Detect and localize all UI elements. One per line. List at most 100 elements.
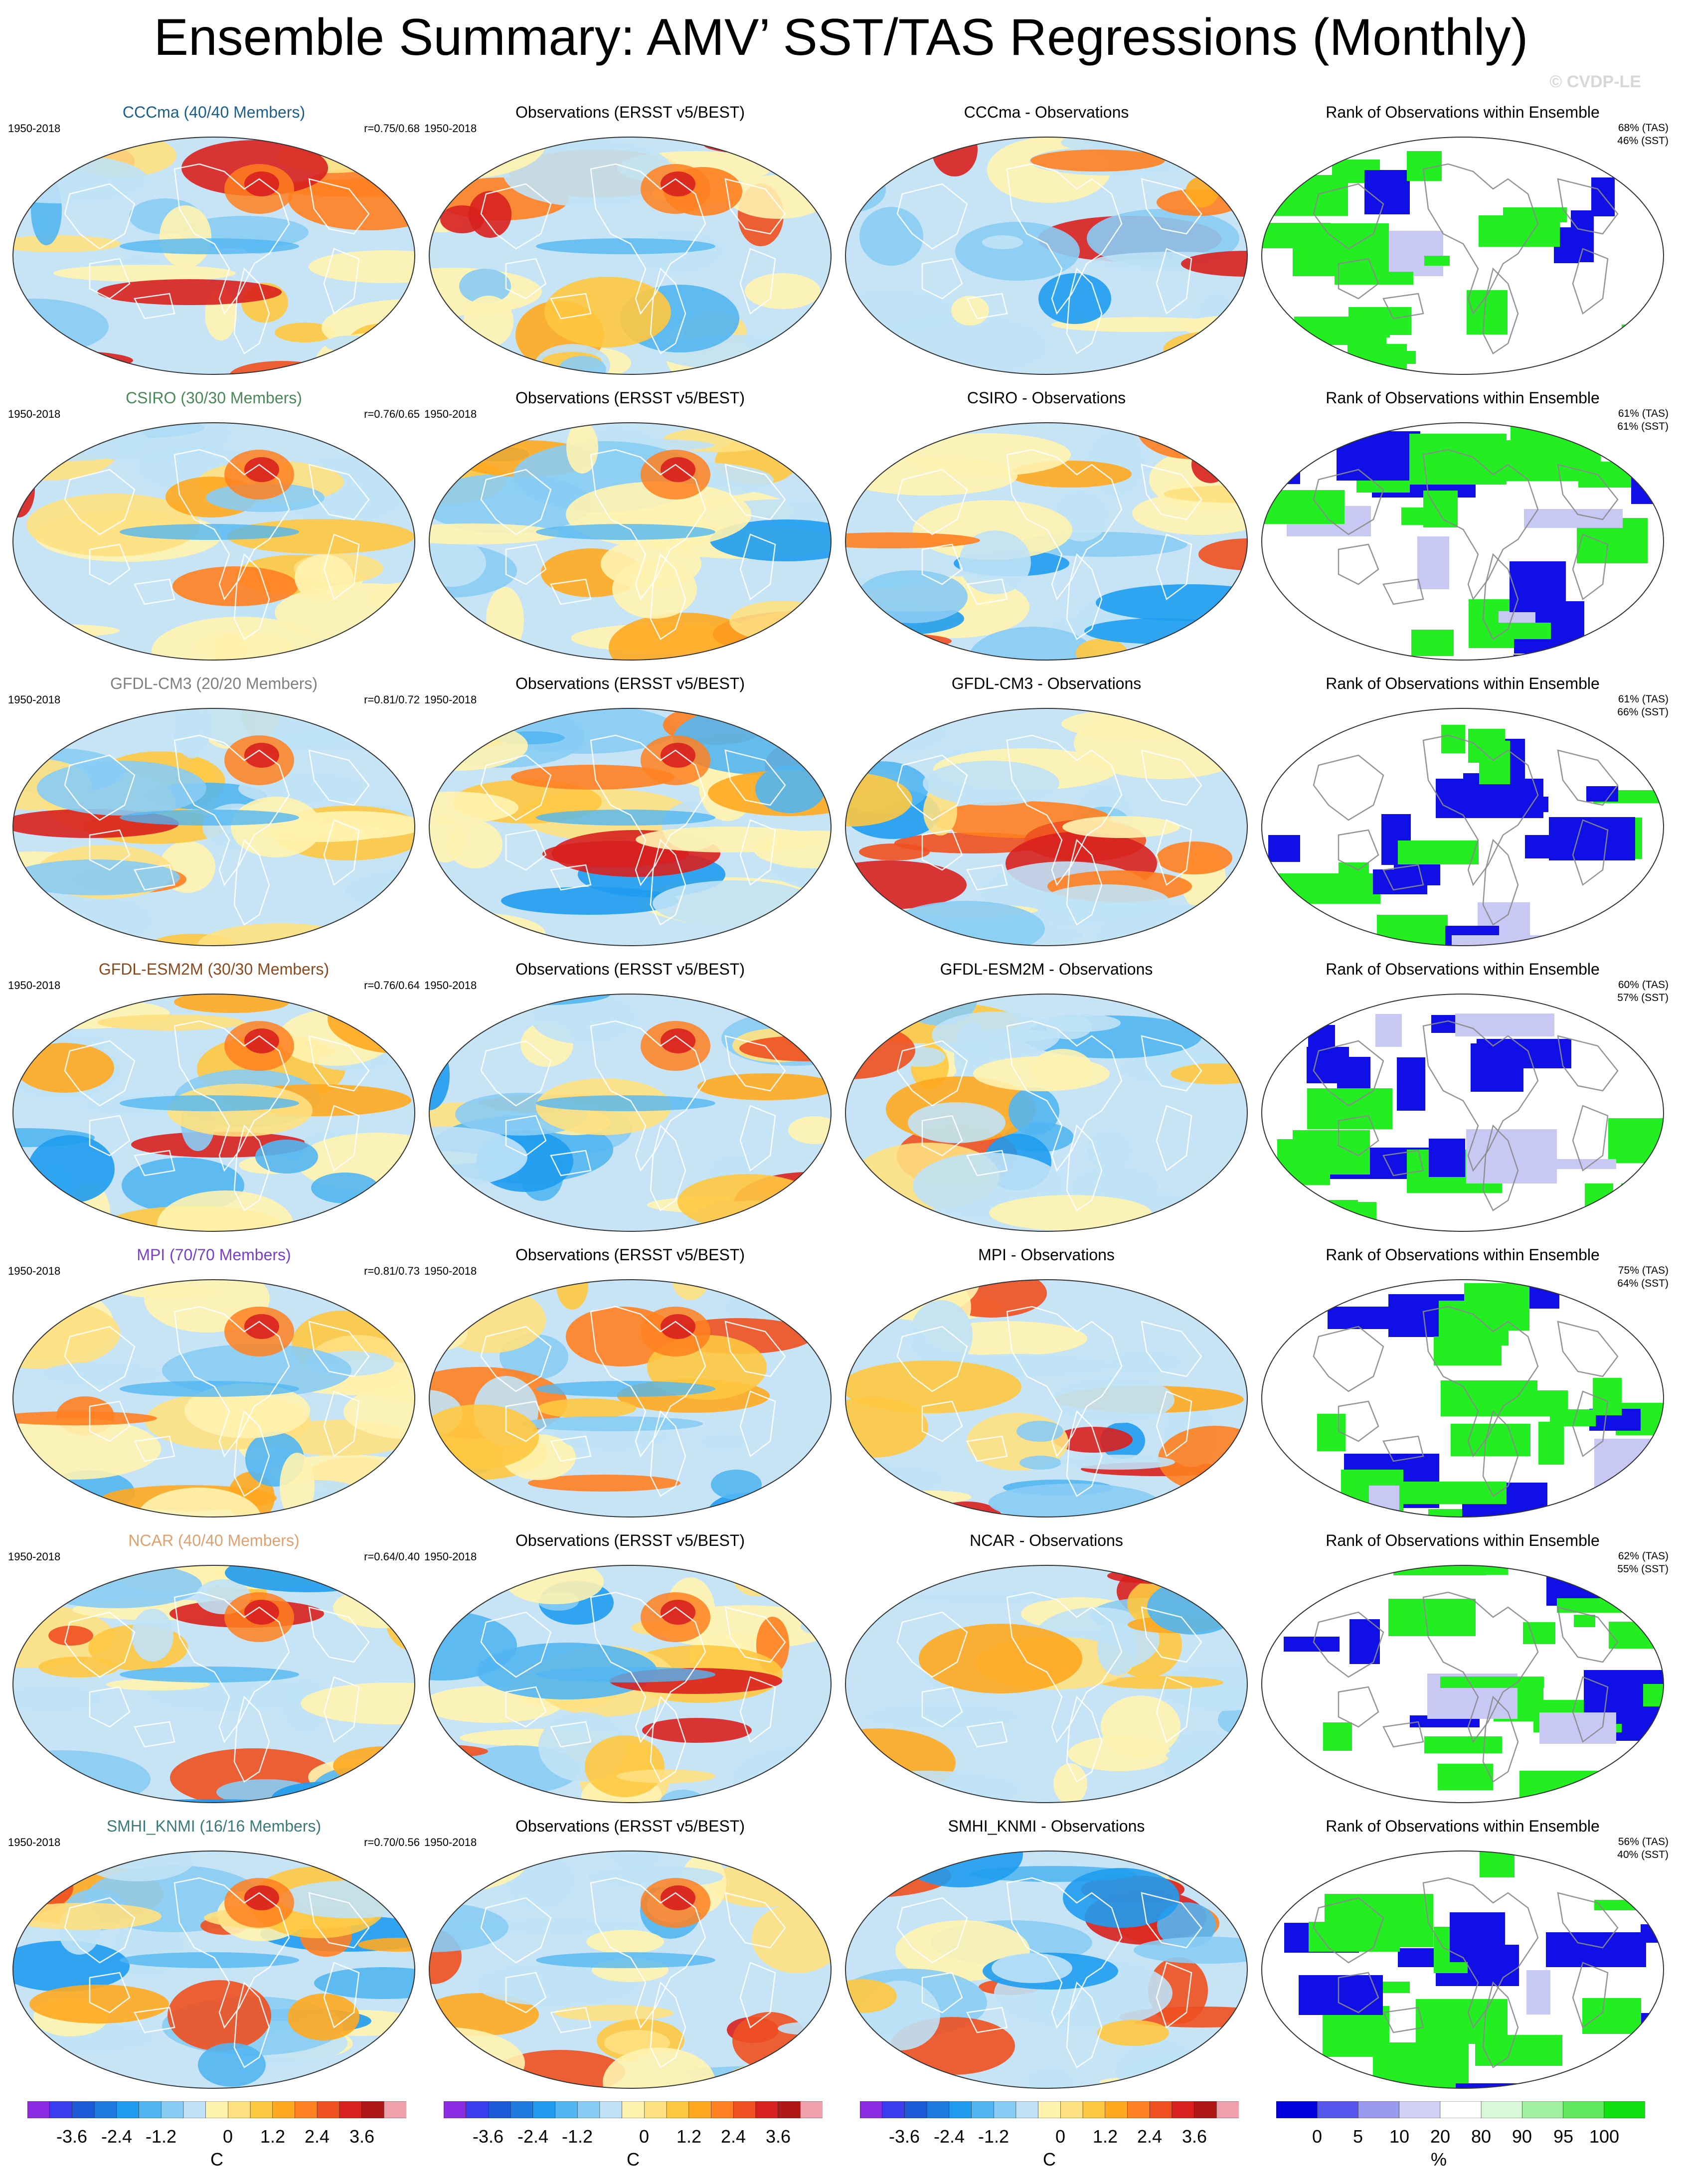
map-diff xyxy=(845,708,1248,946)
colorbar-swatch xyxy=(622,2101,645,2118)
copyright-watermark: © CVDP-LE xyxy=(1549,72,1641,91)
colorbar-swatch xyxy=(205,2101,229,2118)
panel-obs-row-6: Observations (ERSST v5/BEST) 1950-2018 xyxy=(421,1530,839,1815)
colorbar-tick-label: 2.4 xyxy=(304,2126,330,2147)
colorbar-swatch xyxy=(139,2101,162,2118)
map-diff xyxy=(845,422,1248,661)
panel-diff-row-7: SMHI_KNMI - Observations xyxy=(838,1816,1255,2100)
colorbar-swatch xyxy=(666,2101,689,2118)
period-label: 1950-2018 xyxy=(424,1836,477,1848)
panel-title: GFDL-ESM2M - Observations xyxy=(940,960,1153,978)
panel-obs-row-1: Observations (ERSST v5/BEST) 1950-2018 xyxy=(421,102,839,386)
colorbar-tick-label: -1.2 xyxy=(561,2126,593,2147)
colorbar-swatch xyxy=(272,2101,296,2118)
colorbar-tick-label: 0 xyxy=(222,2126,233,2147)
map-obs xyxy=(429,1279,832,1517)
colorbar-tick-label: 0 xyxy=(1312,2126,1323,2147)
colorbar-swatch xyxy=(555,2101,578,2118)
map-model xyxy=(12,994,415,1232)
colorbar-swatch xyxy=(72,2101,95,2118)
panel-title: Rank of Observations within Ensemble xyxy=(1326,1817,1600,1835)
colorbar-swatch xyxy=(688,2101,712,2118)
colorbar-swatch xyxy=(1317,2101,1359,2118)
period-label: 1950-2018 xyxy=(8,122,61,135)
map-model xyxy=(12,1279,415,1517)
rank-sst-percent: 66% (SST) xyxy=(1617,706,1669,718)
panel-rank-row-4: Rank of Observations within Ensemble 60% … xyxy=(1254,959,1672,1243)
period-label: 1950-2018 xyxy=(8,1550,61,1563)
colorbar-tick-label: 3.6 xyxy=(349,2126,375,2147)
colorbar-tick-label: 1.2 xyxy=(260,2126,286,2147)
colorbar-swatch xyxy=(1082,2101,1106,2118)
colorbar-temperature-2: -3.6 -2.4 -1.2 0 1.2 2.4 3.6 C xyxy=(444,2101,823,2170)
colorbar-swatch xyxy=(1105,2101,1128,2118)
panel-title: Rank of Observations within Ensemble xyxy=(1326,389,1600,407)
colorbar-swatch xyxy=(510,2101,533,2118)
panel-rank-row-1: Rank of Observations within Ensemble 68% … xyxy=(1254,102,1672,386)
map-obs xyxy=(429,1850,832,2089)
colorbar-tick-label: 90 xyxy=(1512,2126,1532,2147)
colorbar-unit: C xyxy=(627,2149,640,2170)
correlation-label: r=0.76/0.64 xyxy=(364,979,420,992)
colorbar-swatch xyxy=(1172,2101,1195,2118)
map-rank xyxy=(1261,1565,1664,1803)
colorbar-tick-label: 100 xyxy=(1589,2126,1620,2147)
map-diff xyxy=(845,994,1248,1232)
panel-title: Rank of Observations within Ensemble xyxy=(1326,103,1600,121)
panel-rank-row-2: Rank of Observations within Ensemble 61% … xyxy=(1254,388,1672,672)
rank-sst-percent: 46% (SST) xyxy=(1617,135,1669,147)
panel-title: CCCma (40/40 Members) xyxy=(122,103,306,121)
map-diff xyxy=(845,1850,1248,2089)
panel-title: Observations (ERSST v5/BEST) xyxy=(515,1246,745,1264)
panel-title: Observations (ERSST v5/BEST) xyxy=(515,1531,745,1549)
panel-model-row-7: SMHI_KNMI (16/16 Members) 1950-2018 r=0.70… xyxy=(5,1816,423,2100)
panel-title: NCAR (40/40 Members) xyxy=(128,1531,300,1549)
panel-title: GFDL-CM3 (20/20 Members) xyxy=(110,674,318,692)
map-diff xyxy=(845,137,1248,375)
colorbar-swatch xyxy=(1521,2101,1564,2118)
colorbar-swatch xyxy=(488,2101,511,2118)
map-obs xyxy=(429,708,832,946)
colorbar-swatch xyxy=(1038,2101,1061,2118)
map-diff xyxy=(845,1279,1248,1517)
panel-title: CCCma - Observations xyxy=(964,103,1129,121)
panel-diff-row-3: GFDL-CM3 - Observations xyxy=(838,673,1255,958)
colorbar-swatch xyxy=(904,2101,927,2118)
period-label: 1950-2018 xyxy=(424,693,477,706)
colorbar-swatch xyxy=(971,2101,995,2118)
colorbar-tick-label: -3.6 xyxy=(888,2126,920,2147)
colorbar-swatch xyxy=(1399,2101,1441,2118)
colorbar-swatch xyxy=(250,2101,273,2118)
colorbar-tick-label: 10 xyxy=(1389,2126,1410,2147)
colorbar-swatch xyxy=(755,2101,779,2118)
colorbar-swatch xyxy=(733,2101,756,2118)
colorbar-swatch xyxy=(228,2101,251,2118)
period-label: 1950-2018 xyxy=(424,979,477,992)
colorbar-swatch xyxy=(295,2101,318,2118)
colorbar-swatch xyxy=(882,2101,905,2118)
colorbar-swatch xyxy=(1481,2101,1523,2118)
colorbar-swatch xyxy=(383,2101,406,2118)
correlation-label: r=0.81/0.73 xyxy=(364,1265,420,1277)
panel-title: Rank of Observations within Ensemble xyxy=(1326,1246,1600,1264)
panel-title: Rank of Observations within Ensemble xyxy=(1326,1531,1600,1549)
colorbar-tick-label: -2.4 xyxy=(933,2126,965,2147)
colorbar-swatch xyxy=(116,2101,140,2118)
colorbar-tick-label: 5 xyxy=(1352,2126,1363,2147)
colorbar-swatch xyxy=(361,2101,385,2118)
period-label: 1950-2018 xyxy=(424,408,477,420)
colorbar-tick-label: -1.2 xyxy=(978,2126,1009,2147)
panel-title: Observations (ERSST v5/BEST) xyxy=(515,674,745,692)
rank-tas-percent: 61% (TAS) xyxy=(1618,408,1669,419)
colorbar-tick-label: 2.4 xyxy=(1137,2126,1163,2147)
map-obs xyxy=(429,422,832,661)
colorbar-swatch xyxy=(444,2101,467,2118)
rank-sst-percent: 64% (SST) xyxy=(1617,1278,1669,1289)
map-model xyxy=(12,1565,415,1803)
panel-title: CSIRO (30/30 Members) xyxy=(126,389,302,407)
map-model xyxy=(12,1850,415,2089)
panel-rank-row-7: Rank of Observations within Ensemble 56% … xyxy=(1254,1816,1672,2100)
panel-title: Rank of Observations within Ensemble xyxy=(1326,674,1600,692)
colorbar-swatch xyxy=(800,2101,823,2118)
panel-title: GFDL-ESM2M (30/30 Members) xyxy=(98,960,330,978)
